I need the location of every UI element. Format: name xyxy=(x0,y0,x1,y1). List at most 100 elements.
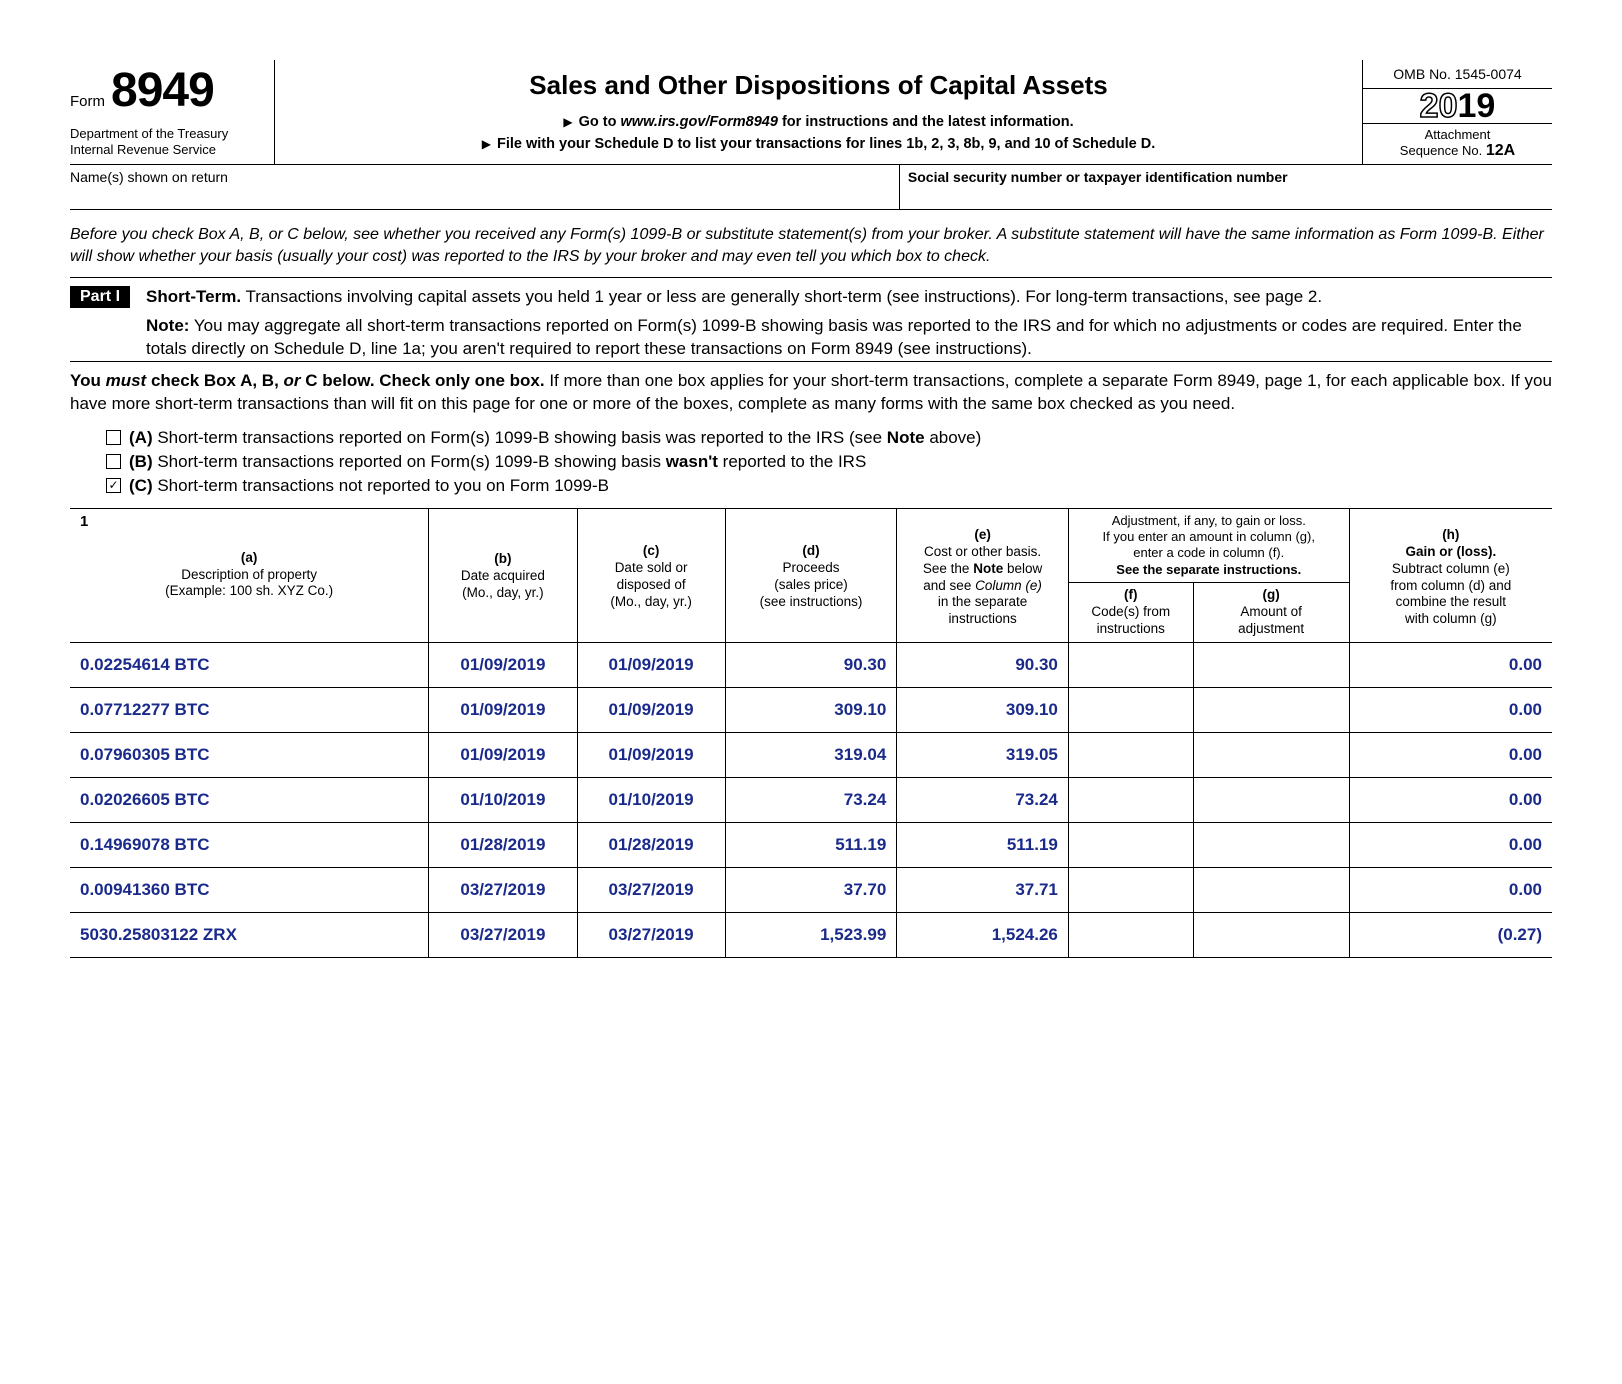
table-cell: 90.30 xyxy=(725,642,897,687)
checkbox-c[interactable]: ✓ xyxy=(106,478,121,493)
part-badge: Part I xyxy=(70,286,130,308)
option-b: (B) Short-term transactions reported on … xyxy=(106,452,1552,472)
table-cell xyxy=(1193,867,1349,912)
table-cell: 01/09/2019 xyxy=(577,642,725,687)
tax-year: 2019 xyxy=(1363,89,1552,123)
table-cell: 0.02254614 BTC xyxy=(70,642,429,687)
table-row: 5030.25803122 ZRX03/27/201903/27/20191,5… xyxy=(70,912,1552,957)
table-cell: 1,523.99 xyxy=(725,912,897,957)
omb-number: OMB No. 1545-0074 xyxy=(1363,60,1552,89)
table-cell: 01/28/2019 xyxy=(577,822,725,867)
table-cell xyxy=(1068,732,1193,777)
table-cell: 0.02026605 BTC xyxy=(70,777,429,822)
col-f-header: (f) Code(s) from instructions xyxy=(1068,583,1193,642)
option-a: (A) Short-term transactions reported on … xyxy=(106,428,1552,448)
table-cell: 319.04 xyxy=(725,732,897,777)
form-number: 8949 xyxy=(111,63,214,118)
form-word: Form xyxy=(70,93,105,110)
table-row: 0.02254614 BTC01/09/201901/09/201990.309… xyxy=(70,642,1552,687)
dept-line2: Internal Revenue Service xyxy=(70,142,256,158)
table-cell: 01/09/2019 xyxy=(577,687,725,732)
part-1-row: Part I Short-Term. Transactions involvin… xyxy=(70,277,1552,361)
table-cell: 73.24 xyxy=(725,777,897,822)
ssn-label: Social security number or taxpayer ident… xyxy=(900,165,1552,209)
table-cell xyxy=(1193,822,1349,867)
table-cell: 03/27/2019 xyxy=(429,867,577,912)
table-cell xyxy=(1193,912,1349,957)
subline-2: ▶ File with your Schedule D to list your… xyxy=(295,136,1342,152)
table-cell xyxy=(1193,732,1349,777)
col-h-header: (h) Gain or (loss). Subtract column (e) … xyxy=(1349,508,1552,642)
table-cell: 37.70 xyxy=(725,867,897,912)
must-check-block: You must check Box A, B, or C below. Che… xyxy=(70,361,1552,422)
header-center: Sales and Other Dispositions of Capital … xyxy=(275,60,1362,164)
subline-1: ▶ Go to www.irs.gov/Form8949 for instruc… xyxy=(295,114,1342,130)
header-left: Form 8949 Department of the Treasury Int… xyxy=(70,60,275,164)
table-cell: 03/27/2019 xyxy=(429,912,577,957)
table-cell: 309.10 xyxy=(897,687,1069,732)
table-cell xyxy=(1193,687,1349,732)
form-header: Form 8949 Department of the Treasury Int… xyxy=(70,60,1552,165)
option-c: ✓ (C) Short-term transactions not report… xyxy=(106,476,1552,496)
sequence-no: Attachment Sequence No. 12A xyxy=(1363,123,1552,164)
dept-line1: Department of the Treasury xyxy=(70,126,256,142)
form-8949: Form 8949 Department of the Treasury Int… xyxy=(70,60,1552,958)
table-cell: 37.71 xyxy=(897,867,1069,912)
col-c-header: (c) Date sold or disposed of (Mo., day, … xyxy=(577,508,725,642)
table-cell: 0.00 xyxy=(1349,687,1552,732)
table-cell: 03/27/2019 xyxy=(577,867,725,912)
col-d-header: (d) Proceeds (sales price) (see instruct… xyxy=(725,508,897,642)
table-cell: 0.00 xyxy=(1349,822,1552,867)
header-right: OMB No. 1545-0074 2019 Attachment Sequen… xyxy=(1362,60,1552,164)
table-cell: 309.10 xyxy=(725,687,897,732)
table-cell: 511.19 xyxy=(725,822,897,867)
table-cell: 0.00 xyxy=(1349,867,1552,912)
checkbox-a[interactable] xyxy=(106,430,121,445)
table-cell xyxy=(1068,912,1193,957)
table-cell: 01/28/2019 xyxy=(429,822,577,867)
col-a-header: 1 (a) Description of property (Example: … xyxy=(70,508,429,642)
table-cell: 319.05 xyxy=(897,732,1069,777)
col-e-header: (e) Cost or other basis. See the Note be… xyxy=(897,508,1069,642)
table-cell xyxy=(1068,687,1193,732)
checkbox-b[interactable] xyxy=(106,454,121,469)
table-cell xyxy=(1193,777,1349,822)
table-cell: 0.00 xyxy=(1349,642,1552,687)
table-row: 0.07960305 BTC01/09/201901/09/2019319.04… xyxy=(70,732,1552,777)
table-cell: 1,524.26 xyxy=(897,912,1069,957)
table-cell: 0.07960305 BTC xyxy=(70,732,429,777)
dept-block: Department of the Treasury Internal Reve… xyxy=(70,126,256,159)
table-cell: 0.00 xyxy=(1349,777,1552,822)
table-cell: 0.00 xyxy=(1349,732,1552,777)
identity-row: Name(s) shown on return Social security … xyxy=(70,165,1552,210)
table-cell: 5030.25803122 ZRX xyxy=(70,912,429,957)
table-header: 1 (a) Description of property (Example: … xyxy=(70,508,1552,642)
table-cell: 03/27/2019 xyxy=(577,912,725,957)
table-cell: 01/09/2019 xyxy=(429,732,577,777)
col-fg-header-top: Adjustment, if any, to gain or loss. If … xyxy=(1068,508,1349,583)
table-cell: 90.30 xyxy=(897,642,1069,687)
table-row: 0.14969078 BTC01/28/201901/28/2019511.19… xyxy=(70,822,1552,867)
table-cell: 01/10/2019 xyxy=(577,777,725,822)
table-cell xyxy=(1193,642,1349,687)
table-cell: 0.07712277 BTC xyxy=(70,687,429,732)
form-title: Sales and Other Dispositions of Capital … xyxy=(295,70,1342,101)
table-row: 0.07712277 BTC01/09/201901/09/2019309.10… xyxy=(70,687,1552,732)
table-cell: 0.14969078 BTC xyxy=(70,822,429,867)
transactions-table: 1 (a) Description of property (Example: … xyxy=(70,508,1552,958)
table-cell xyxy=(1068,642,1193,687)
col-g-header: (g) Amount of adjustment xyxy=(1193,583,1349,642)
table-cell xyxy=(1068,822,1193,867)
table-cell: 01/09/2019 xyxy=(429,687,577,732)
table-cell: 01/10/2019 xyxy=(429,777,577,822)
table-cell: 01/09/2019 xyxy=(577,732,725,777)
part-text: Short-Term. Transactions involving capit… xyxy=(146,286,1552,361)
checkbox-options: (A) Short-term transactions reported on … xyxy=(70,422,1552,508)
triangle-icon: ▶ xyxy=(482,137,491,151)
table-cell: 511.19 xyxy=(897,822,1069,867)
table-row: 0.02026605 BTC01/10/201901/10/201973.247… xyxy=(70,777,1552,822)
table-cell: (0.27) xyxy=(1349,912,1552,957)
pre-instruction: Before you check Box A, B, or C below, s… xyxy=(70,210,1552,277)
table-row: 0.00941360 BTC03/27/201903/27/201937.703… xyxy=(70,867,1552,912)
table-cell xyxy=(1068,867,1193,912)
